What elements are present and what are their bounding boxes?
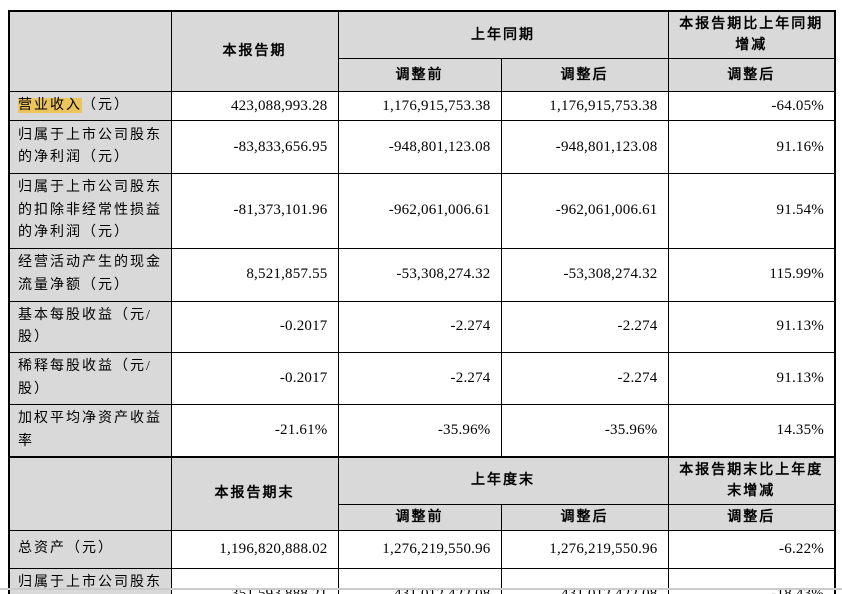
cell-change: 91.16% [667,120,836,175]
row-label: 归属于上市公司股东的净利润（元） [8,120,172,175]
financial-summary-table: 本报告期 上年同期 本报告期比上年同期增减 调整前 调整后 调整后 营业收入（元… [8,10,836,594]
cell-current-period: -0.2017 [170,352,339,406]
cell-pre-adjustment: 431,012,422.08 [337,567,502,594]
row-weighted-avg-roe: 加权平均净资产收益率 -21.61% -35.96% -35.96% 14.35… [8,404,836,458]
cell-pre-adjustment: -35.96% [337,404,502,458]
header-change-group: 本报告期比上年同期增减 [667,10,836,59]
subheader-post-adjustment: 调整后 [500,58,669,92]
row-label: 归属于上市公司股东的净资产（元） [8,567,172,594]
cell-change: -18.43% [667,567,836,594]
cell-post-adjustment: 431,012,422.08 [500,567,669,594]
subheader-post-adjustment-eoy: 调整后 [500,503,669,531]
cell-post-adjustment: -2.274 [500,352,669,406]
row-diluted-eps: 稀释每股收益（元/股） -0.2017 -2.274 -2.274 91.13% [8,352,836,406]
cell-change: 14.35% [667,404,836,458]
header-prior-year-end-group: 上年度末 [337,455,669,505]
cell-current-period-end: 1,196,820,888.02 [170,529,339,569]
cell-current-period: 423,088,993.28 [170,90,339,122]
subheader-change-post-adjustment-eoy: 调整后 [667,503,836,531]
cell-pre-adjustment: -2.274 [337,352,502,406]
subheader-pre-adjustment: 调整前 [337,58,502,92]
highlighted-term: 营业收入 [18,98,82,113]
row-label: 稀释每股收益（元/股） [8,352,172,406]
cell-post-adjustment: -2.274 [500,300,669,354]
page-separator-line [0,588,842,590]
row-operating-cash-flow: 经营活动产生的现金流量净额（元） 8,521,857.55 -53,308,27… [8,247,836,302]
header-current-period-end: 本报告期末 [170,455,339,531]
cell-pre-adjustment: -948,801,123.08 [337,120,502,175]
row-label: 总资产（元） [8,529,172,569]
row-label: 营业收入（元） [8,90,172,122]
cell-change: 115.99% [667,247,836,302]
cell-pre-adjustment: -962,061,006.61 [337,173,502,249]
row-label: 经营活动产生的现金流量净额（元） [8,247,172,302]
cell-post-adjustment: -948,801,123.08 [500,120,669,175]
cell-change: 91.13% [667,300,836,354]
cell-post-adjustment: 1,176,915,753.38 [500,90,669,122]
row-basic-eps: 基本每股收益（元/股） -0.2017 -2.274 -2.274 91.13% [8,300,836,354]
row-net-profit-after-non-recurring: 归属于上市公司股东的扣除非经常性损益的净利润（元） -81,373,101.96… [8,173,836,249]
subheader-pre-adjustment-eoy: 调整前 [337,503,502,531]
header-change-group-eoy: 本报告期末比上年度末增减 [667,455,836,505]
cell-current-period: -83,833,656.95 [170,120,339,175]
cell-change: 91.13% [667,352,836,406]
cell-pre-adjustment: -2.274 [337,300,502,354]
header-prior-period-group: 上年同期 [337,10,669,59]
cell-post-adjustment: 1,276,219,550.96 [500,529,669,569]
row-label: 加权平均净资产收益率 [8,404,172,458]
row-net-profit-attributable: 归属于上市公司股东的净利润（元） -83,833,656.95 -948,801… [8,120,836,175]
cell-current-period: 8,521,857.55 [170,247,339,302]
cell-post-adjustment: -53,308,274.32 [500,247,669,302]
row-net-assets-attributable: 归属于上市公司股东的净资产（元） 351,593,888.21 431,012,… [8,567,836,594]
cell-current-period: -81,373,101.96 [170,173,339,249]
subheader-change-post-adjustment: 调整后 [667,58,836,92]
cell-change: -64.05% [667,90,836,122]
row-label: 基本每股收益（元/股） [8,300,172,354]
header-current-period: 本报告期 [170,10,339,92]
cell-post-adjustment: -962,061,006.61 [500,173,669,249]
row-total-assets: 总资产（元） 1,196,820,888.02 1,276,219,550.96… [8,529,836,569]
row-label-suffix: （元） [82,98,130,113]
cell-post-adjustment: -35.96% [500,404,669,458]
cell-pre-adjustment: 1,276,219,550.96 [337,529,502,569]
cell-change: -6.22% [667,529,836,569]
cell-current-period: -0.2017 [170,300,339,354]
cell-current-period-end: 351,593,888.21 [170,567,339,594]
corner-cell-section1 [8,10,172,92]
cell-change: 91.54% [667,173,836,249]
corner-cell-section2 [8,455,172,531]
cell-pre-adjustment: -53,308,274.32 [337,247,502,302]
cell-pre-adjustment: 1,176,915,753.38 [337,90,502,122]
cell-current-period: -21.61% [170,404,339,458]
row-operating-revenue: 营业收入（元） 423,088,993.28 1,176,915,753.38 … [8,90,836,122]
row-label: 归属于上市公司股东的扣除非经常性损益的净利润（元） [8,173,172,249]
